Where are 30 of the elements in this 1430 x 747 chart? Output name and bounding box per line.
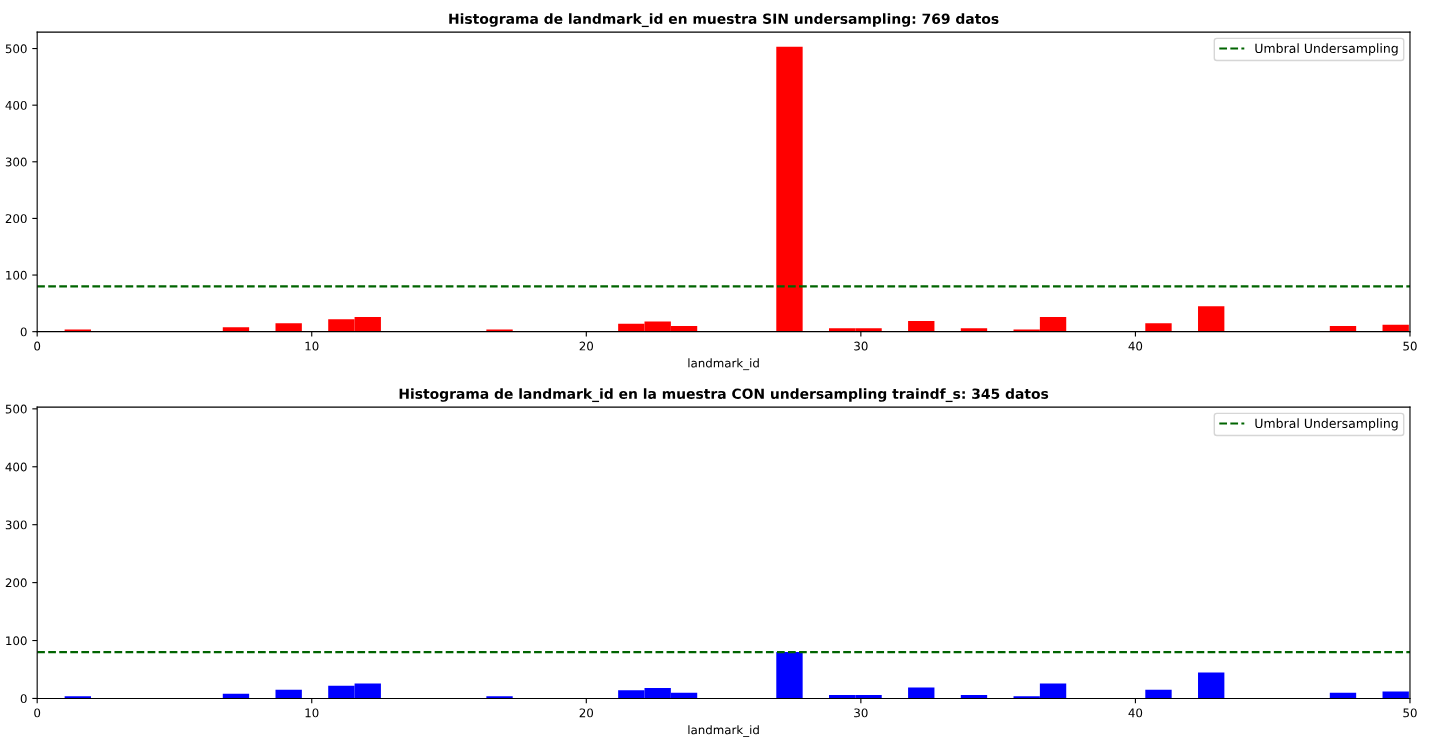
y-tick-label: 500 [5,44,27,54]
y-tick-label: 200 [5,214,27,224]
x-tick-label: 0 [34,341,41,351]
y-tick-label: 300 [5,157,27,167]
legend-label: Umbral Undersampling [1255,43,1398,56]
x-axis-title: landmark_id [688,725,759,737]
x-tick-label: 20 [579,341,594,351]
y-tick-label: 0 [20,694,27,704]
y-tick-label: 100 [6,270,27,280]
x-tick-label: 10 [305,341,319,351]
y-tick-label: 400 [5,462,27,472]
y-tick-label: 100 [6,636,27,646]
x-tick-label: 30 [854,708,868,718]
x-tick-label: 50 [1403,341,1417,351]
x-tick-label: 20 [579,708,594,718]
x-tick-label: 40 [1128,341,1143,351]
x-axis-title: landmark_id [688,358,759,371]
x-tick-label: 30 [854,341,868,351]
chart-title: Histograma de landmark_id en la muestra CON undersampling traindf_s: 345 datos [399,388,1049,403]
x-tick-label: 40 [1128,708,1143,718]
y-tick-label: 0 [20,327,27,337]
y-tick-label: 300 [5,520,27,530]
y-tick-label: 200 [5,578,27,588]
x-tick-label: 50 [1403,708,1417,718]
chart-title: Histograma de landmark_id en muestra SIN undersampling: 769 datos [449,13,999,28]
x-tick-label: 10 [305,708,319,718]
legend-label: Umbral Undersampling [1255,418,1398,431]
y-tick-label: 500 [5,404,27,414]
y-tick-label: 400 [5,100,27,110]
x-tick-label: 0 [34,708,41,718]
